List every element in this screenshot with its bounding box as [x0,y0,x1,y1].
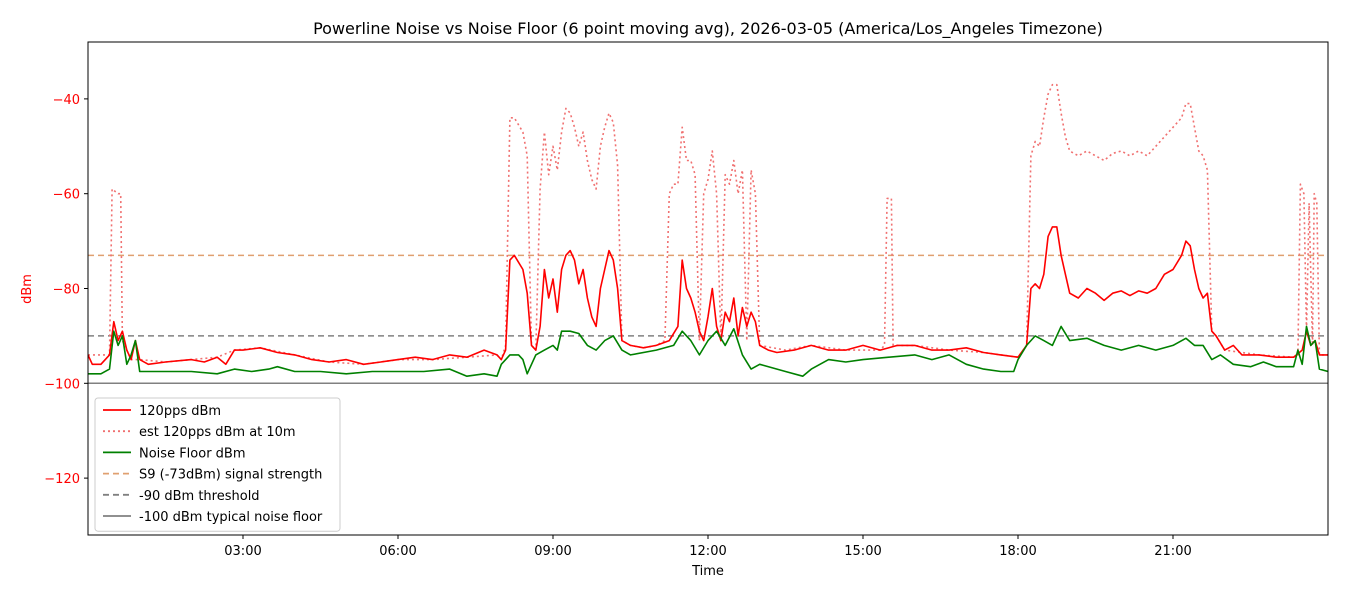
y-axis: −40 −60 −80 −100 −120 [44,93,88,487]
y-tick-label: −120 [44,472,80,487]
x-tick-label: 12:00 [689,544,726,559]
legend-label-4: -90 dBm threshold [139,489,260,504]
x-tick-label: 15:00 [844,544,881,559]
legend-label-1: est 120pps dBm at 10m [139,425,296,440]
legend-label-5: -100 dBm typical noise floor [139,510,323,525]
legend-label-0: 120pps dBm [139,404,221,419]
y-axis-label: dBm [20,274,35,304]
chart-title: Powerline Noise vs Noise Floor (6 point … [313,19,1103,39]
x-tick-label: 06:00 [379,544,416,559]
x-tick-label: 09:00 [534,544,571,559]
legend-label-3: S9 (-73dBm) signal strength [139,468,322,483]
x-axis: 03:00 06:00 09:00 12:00 15:00 18:00 21:00 [224,535,1192,559]
x-tick-label: 21:00 [1154,544,1191,559]
x-tick-label: 18:00 [999,544,1036,559]
y-tick-label: −80 [53,283,80,298]
y-tick-label: −40 [53,93,80,108]
x-tick-label: 03:00 [224,544,261,559]
series-line-0 [88,226,1328,366]
plot-frame [87,41,1329,536]
y-tick-label: −60 [53,188,80,203]
y-tick-label: −100 [44,377,80,392]
series-line-2 [88,325,1328,377]
legend-label-2: Noise Floor dBm [139,446,246,461]
legend-box [94,397,341,532]
legend: 120pps dBm est 120pps dBm at 10m Noise Flo… [94,397,341,532]
plot-lines [88,83,1328,385]
x-axis-label: Time [691,564,724,579]
